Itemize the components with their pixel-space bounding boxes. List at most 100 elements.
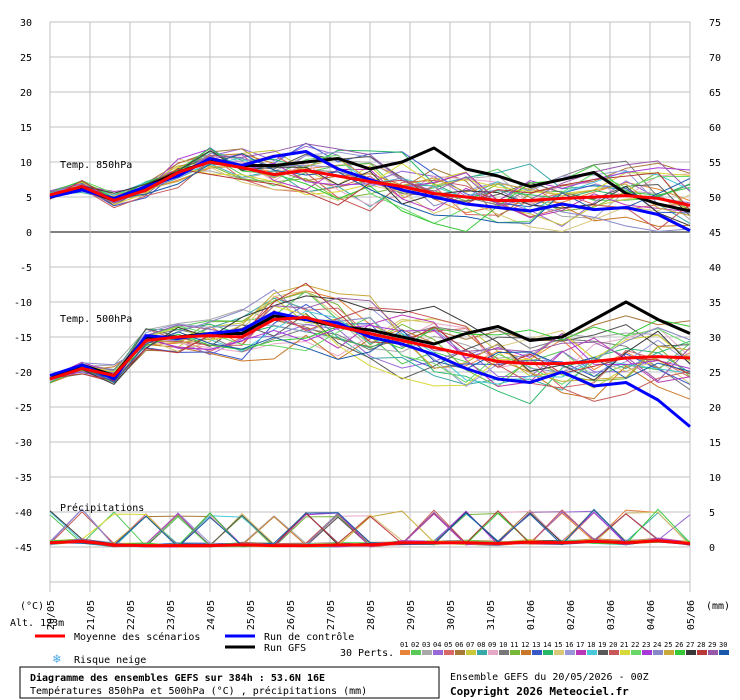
main-series-lines bbox=[49, 146, 691, 548]
pert-swatch bbox=[488, 650, 498, 655]
left-tick-label: 5 bbox=[26, 193, 32, 204]
pert-swatch bbox=[587, 650, 597, 655]
series-t500-line bbox=[49, 315, 691, 381]
pert-number: 27 bbox=[686, 641, 694, 649]
pert-swatch bbox=[521, 650, 531, 655]
pert-number: 09 bbox=[488, 641, 496, 649]
legend-control-label: Run de contrôle bbox=[264, 631, 354, 643]
x-tick-label: 01/06 bbox=[526, 600, 537, 630]
pert-number: 30 bbox=[719, 641, 727, 649]
right-tick-label: 60 bbox=[709, 123, 721, 134]
pert-number: 24 bbox=[653, 641, 661, 649]
panel-label-precip: Précipitations bbox=[60, 502, 144, 514]
x-tick-label: 26/05 bbox=[286, 600, 297, 630]
pert-swatch bbox=[411, 650, 421, 655]
x-tick-label: 04/06 bbox=[646, 600, 657, 630]
pert-t850-line bbox=[49, 154, 691, 231]
pert-swatch bbox=[675, 650, 685, 655]
pert-number: 04 bbox=[433, 641, 441, 649]
legend-gfs-label: Run GFS bbox=[264, 643, 306, 654]
pert-swatch bbox=[466, 650, 476, 655]
right-tick-label: 35 bbox=[709, 298, 721, 309]
pert-swatch bbox=[444, 650, 454, 655]
left-axis-ticks: 30 25 20 15 10 5 0 -5 -10 -15 -20 -25 -30 -35 -40 -45 bbox=[14, 18, 32, 554]
left-tick-label: -20 bbox=[14, 368, 32, 379]
x-tick-label: 27/05 bbox=[326, 600, 337, 630]
right-tick-label: 65 bbox=[709, 88, 721, 99]
pert-number: 26 bbox=[675, 641, 683, 649]
pert-swatch bbox=[609, 650, 619, 655]
right-axis-unit: (mm) bbox=[706, 601, 730, 612]
pert-number: 15 bbox=[554, 641, 562, 649]
right-tick-label: 75 bbox=[709, 18, 721, 29]
pert-t500-line bbox=[49, 297, 691, 382]
x-tick-label: 20/05 bbox=[46, 600, 57, 630]
pert-number: 05 bbox=[444, 641, 452, 649]
x-tick-label: 21/05 bbox=[86, 600, 97, 630]
pert-swatch bbox=[708, 650, 718, 655]
pert-number: 08 bbox=[477, 641, 485, 649]
x-tick-label: 28/05 bbox=[366, 600, 377, 630]
pert-number: 16 bbox=[565, 641, 573, 649]
series-t500-line bbox=[49, 311, 691, 428]
pert-swatch bbox=[543, 650, 553, 655]
copyright: Copyright 2026 Meteociel.fr bbox=[450, 685, 629, 698]
pert-number: 14 bbox=[543, 641, 551, 649]
left-tick-label: -40 bbox=[14, 508, 32, 519]
pert-swatch bbox=[686, 650, 696, 655]
pert-number: 18 bbox=[587, 641, 595, 649]
right-tick-label: 30 bbox=[709, 333, 721, 344]
chart-title: Diagramme des ensembles GEFS sur 384h : … bbox=[30, 672, 325, 684]
pert-number: 01 bbox=[400, 641, 408, 649]
right-tick-label: 70 bbox=[709, 53, 721, 64]
pert-swatch bbox=[499, 650, 509, 655]
pert-t500-line bbox=[49, 312, 691, 381]
x-tick-label: 23/05 bbox=[166, 600, 177, 630]
snowflake-icon: ❄ bbox=[52, 652, 61, 667]
x-tick-label: 22/05 bbox=[126, 600, 137, 630]
left-tick-label: -15 bbox=[14, 333, 32, 344]
pert-swatch bbox=[598, 650, 608, 655]
altitude-label: Alt. 123m bbox=[10, 618, 64, 629]
x-tick-label: 30/05 bbox=[446, 600, 457, 630]
left-tick-label: 10 bbox=[20, 158, 32, 169]
perturbation-legend: 01 02 03 04 05 06 07 08 09 10 11 12 13 14 15 16 17 18 19 20… bbox=[400, 641, 729, 655]
panel-label-t850: Temp. 850hPa bbox=[60, 160, 132, 171]
pert-swatch bbox=[576, 650, 586, 655]
legend-snow-label: Risque neige bbox=[74, 655, 146, 666]
right-tick-label: 15 bbox=[709, 438, 721, 449]
pert-t500-line bbox=[49, 316, 691, 385]
right-tick-label: 0 bbox=[709, 543, 715, 554]
pert-number: 23 bbox=[642, 641, 650, 649]
right-tick-label: 45 bbox=[709, 228, 721, 239]
pert-swatch bbox=[719, 650, 729, 655]
x-tick-label: 31/05 bbox=[486, 600, 497, 630]
legend-perts-label: 30 Perts. bbox=[340, 648, 394, 659]
left-tick-label: -25 bbox=[14, 403, 32, 414]
right-tick-label: 50 bbox=[709, 193, 721, 204]
legend-mean-label: Moyenne des scénarios bbox=[74, 631, 200, 643]
pert-t500-line bbox=[49, 295, 691, 386]
pert-swatch bbox=[631, 650, 641, 655]
right-tick-label: 25 bbox=[709, 368, 721, 379]
pert-t850-line bbox=[49, 147, 691, 233]
right-tick-label: 20 bbox=[709, 403, 721, 414]
left-tick-label: -35 bbox=[14, 473, 32, 484]
left-tick-label: -45 bbox=[14, 543, 32, 554]
chart-subtitle: Températures 850hPa et 500hPa (°C) , pré… bbox=[30, 685, 367, 697]
x-tick-label: 03/06 bbox=[606, 600, 617, 630]
title-box bbox=[19, 666, 440, 699]
pert-number: 06 bbox=[455, 641, 463, 649]
pert-number: 11 bbox=[510, 641, 518, 649]
pert-t850-line bbox=[49, 152, 691, 224]
pert-swatch bbox=[422, 650, 432, 655]
pert-number: 29 bbox=[708, 641, 716, 649]
pert-t500-line bbox=[49, 315, 691, 384]
right-tick-label: 40 bbox=[709, 263, 721, 274]
pert-number: 03 bbox=[422, 641, 430, 649]
left-tick-label: -5 bbox=[20, 263, 32, 274]
left-tick-label: 20 bbox=[20, 88, 32, 99]
pert-swatch bbox=[477, 650, 487, 655]
left-tick-label: -10 bbox=[14, 298, 32, 309]
